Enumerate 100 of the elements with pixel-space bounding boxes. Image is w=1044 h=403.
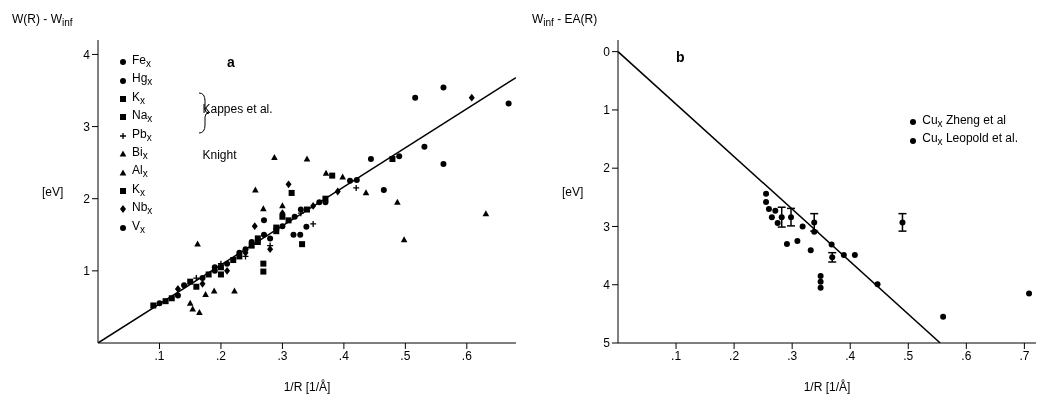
annotation: Knight	[202, 147, 237, 164]
point	[279, 202, 286, 209]
x-tick-label: .5	[903, 348, 914, 363]
point	[899, 219, 906, 226]
point	[260, 268, 267, 275]
y-axis-title: [eV]	[42, 184, 64, 199]
annotation: a	[227, 53, 235, 70]
point	[440, 161, 447, 168]
point	[772, 207, 779, 214]
point	[940, 313, 947, 320]
legend-label: K$_{x}$	[132, 181, 146, 201]
point	[817, 278, 824, 285]
point	[774, 219, 781, 226]
x-axis-title: 1/R [1/Å]	[803, 379, 851, 394]
point	[362, 189, 370, 196]
point	[199, 279, 206, 288]
point	[202, 291, 209, 298]
point	[352, 184, 360, 192]
y-tick-label: 5	[603, 336, 611, 351]
point	[248, 239, 255, 245]
point	[396, 153, 403, 160]
y-tick-label: 3	[603, 219, 611, 234]
y-tick-label: 4	[83, 47, 91, 62]
x-tick-label: .3	[277, 348, 288, 363]
point	[763, 198, 770, 205]
point	[260, 217, 267, 224]
point	[297, 231, 304, 238]
point	[260, 260, 267, 267]
point	[380, 187, 387, 194]
x-tick-label: .7	[1019, 348, 1030, 363]
point	[421, 143, 428, 150]
point	[271, 153, 278, 160]
point	[193, 283, 200, 290]
legend-label: Fe$_{x}$	[132, 53, 152, 72]
point	[482, 210, 490, 217]
x-tick-label: .4	[338, 348, 350, 363]
point	[367, 156, 374, 163]
point	[778, 214, 785, 221]
point	[174, 284, 181, 293]
legend-label: Cu$_{x}$ Leopold et al.	[922, 131, 1018, 150]
point	[394, 198, 401, 205]
legend-label: Hg$_{x}$	[132, 71, 153, 90]
annotation: b	[676, 49, 685, 66]
point	[299, 241, 306, 248]
point	[303, 155, 311, 162]
legend-label: Al$_{x}$	[132, 163, 148, 182]
legend-label: Bi$_{x}$	[132, 144, 148, 164]
legend-label: Nb$_{x}$	[132, 200, 153, 219]
point	[181, 282, 188, 289]
legend-label: V$_{x}$	[132, 218, 146, 237]
point	[297, 206, 304, 213]
annotation: Kappes et al.	[202, 100, 273, 117]
point	[799, 223, 806, 230]
legend-label: Cu$_{x}$ Zheng et al	[922, 113, 1006, 132]
y-axis-title: [eV]	[562, 184, 584, 199]
point	[260, 205, 267, 212]
point	[194, 240, 201, 247]
y-tick-label: 2	[83, 191, 91, 206]
point	[794, 238, 801, 245]
x-tick-label: .6	[961, 348, 972, 363]
point	[851, 252, 858, 259]
point	[765, 205, 772, 212]
legend-label: Na$_{x}$	[132, 108, 153, 127]
y-tick-label: 2	[603, 161, 611, 176]
x-tick-label: .2	[215, 348, 227, 363]
point	[768, 214, 775, 221]
point	[267, 245, 274, 254]
x-tick-label: .4	[845, 348, 856, 363]
y-tick-label: 3	[83, 119, 91, 134]
point	[817, 284, 824, 291]
point	[817, 272, 824, 279]
y-tick-label: 1	[603, 103, 611, 118]
legend-label: Pb$_{x}$	[132, 126, 152, 145]
point	[267, 235, 274, 242]
legend-label: K$_{x}$	[132, 89, 146, 109]
point	[400, 236, 408, 243]
y-tick-label: 4	[603, 277, 611, 292]
x-tick-label: .1	[154, 348, 165, 363]
y-tick-label: 1	[83, 264, 91, 279]
point	[309, 220, 317, 228]
point	[440, 84, 447, 91]
point	[186, 299, 194, 306]
y-tick-label: 0	[603, 44, 611, 59]
point	[322, 169, 330, 176]
point	[285, 180, 292, 189]
x-tick-label: .6	[461, 348, 473, 363]
x-tick-label: .1	[671, 348, 682, 363]
point	[288, 189, 295, 196]
x-tick-label: .5	[400, 348, 411, 363]
point	[807, 247, 814, 254]
point	[303, 223, 310, 230]
point	[224, 266, 231, 275]
point	[329, 172, 336, 179]
chart-title: W$_{inf}$ - EA(R)	[532, 12, 598, 29]
x-tick-label: .2	[729, 348, 740, 363]
x-axis-title: 1/R [1/Å]	[283, 379, 331, 394]
point	[251, 222, 258, 231]
point	[217, 271, 224, 278]
point	[505, 100, 512, 107]
point	[290, 231, 297, 238]
